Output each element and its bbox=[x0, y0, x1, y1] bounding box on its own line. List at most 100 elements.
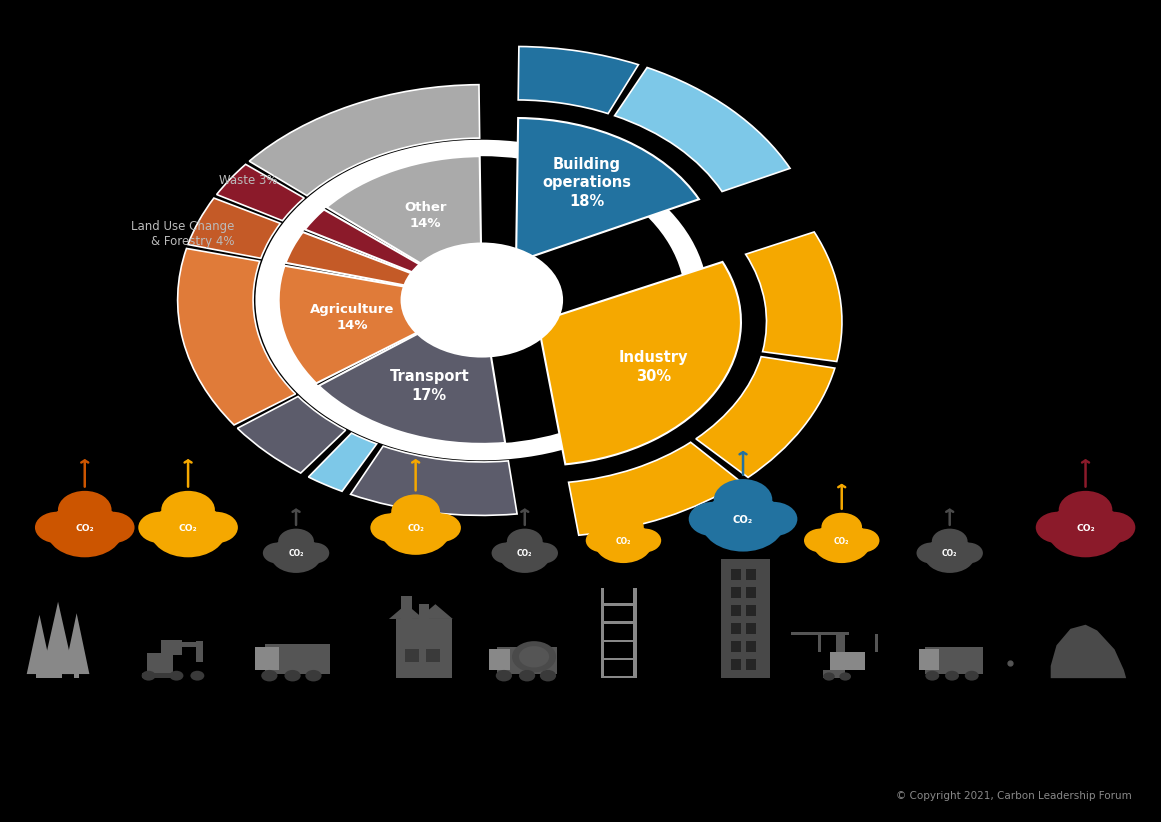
Polygon shape bbox=[389, 604, 424, 619]
Circle shape bbox=[839, 672, 851, 681]
Bar bbox=[747, 605, 757, 616]
Circle shape bbox=[965, 671, 979, 681]
Circle shape bbox=[401, 242, 563, 358]
Wedge shape bbox=[279, 266, 482, 383]
Circle shape bbox=[822, 513, 861, 542]
Circle shape bbox=[953, 543, 983, 564]
Bar bbox=[36, 672, 62, 678]
Bar bbox=[405, 649, 419, 662]
Circle shape bbox=[604, 513, 643, 542]
Wedge shape bbox=[351, 446, 517, 515]
Polygon shape bbox=[418, 604, 453, 619]
Circle shape bbox=[262, 543, 293, 564]
Circle shape bbox=[916, 543, 946, 564]
Bar bbox=[74, 672, 79, 678]
Bar bbox=[418, 604, 430, 633]
Bar bbox=[142, 673, 179, 678]
Circle shape bbox=[370, 514, 411, 542]
Circle shape bbox=[391, 494, 440, 529]
Polygon shape bbox=[64, 613, 89, 674]
Circle shape bbox=[496, 670, 512, 681]
Polygon shape bbox=[27, 615, 52, 674]
Wedge shape bbox=[250, 85, 479, 196]
Bar bbox=[601, 640, 637, 642]
Circle shape bbox=[91, 512, 135, 543]
Bar bbox=[634, 588, 637, 678]
Bar bbox=[731, 605, 741, 616]
Bar bbox=[170, 642, 197, 647]
Text: Industry
30%: Industry 30% bbox=[619, 350, 688, 384]
Circle shape bbox=[279, 529, 313, 554]
Bar bbox=[265, 644, 330, 674]
Circle shape bbox=[1047, 503, 1124, 557]
Circle shape bbox=[594, 522, 652, 563]
Bar bbox=[489, 649, 510, 670]
Circle shape bbox=[813, 522, 871, 563]
Bar bbox=[875, 634, 879, 652]
Circle shape bbox=[35, 512, 79, 543]
Wedge shape bbox=[745, 232, 842, 362]
Circle shape bbox=[823, 672, 835, 681]
Circle shape bbox=[170, 671, 183, 681]
Text: CO₂: CO₂ bbox=[1076, 524, 1095, 533]
Bar bbox=[920, 649, 939, 670]
Circle shape bbox=[627, 529, 662, 552]
Wedge shape bbox=[569, 442, 741, 535]
Circle shape bbox=[924, 537, 975, 573]
Circle shape bbox=[519, 670, 535, 681]
Circle shape bbox=[932, 529, 967, 554]
Circle shape bbox=[420, 514, 461, 542]
Bar bbox=[196, 641, 203, 662]
Bar bbox=[747, 569, 757, 580]
Text: CO₂: CO₂ bbox=[179, 524, 197, 533]
Text: Agriculture
14%: Agriculture 14% bbox=[310, 303, 395, 332]
Bar bbox=[731, 569, 741, 580]
Bar bbox=[601, 603, 637, 606]
Text: CO₂: CO₂ bbox=[615, 537, 632, 546]
Polygon shape bbox=[1051, 625, 1126, 678]
Bar bbox=[731, 623, 741, 634]
Text: Other
14%: Other 14% bbox=[404, 201, 447, 230]
Circle shape bbox=[803, 529, 838, 552]
Circle shape bbox=[845, 529, 880, 552]
Circle shape bbox=[161, 491, 215, 529]
Circle shape bbox=[190, 671, 204, 681]
Wedge shape bbox=[286, 232, 482, 300]
Polygon shape bbox=[42, 602, 74, 674]
Circle shape bbox=[925, 671, 939, 681]
Bar bbox=[747, 587, 757, 598]
Bar bbox=[791, 632, 849, 635]
Circle shape bbox=[519, 646, 549, 667]
Text: CO₂: CO₂ bbox=[75, 524, 94, 533]
Circle shape bbox=[46, 503, 123, 557]
Circle shape bbox=[1059, 491, 1112, 529]
Circle shape bbox=[688, 502, 737, 536]
Circle shape bbox=[142, 671, 156, 681]
Circle shape bbox=[701, 492, 785, 552]
Circle shape bbox=[194, 512, 238, 543]
Circle shape bbox=[491, 543, 521, 564]
Wedge shape bbox=[217, 164, 304, 220]
Circle shape bbox=[138, 512, 182, 543]
Bar bbox=[601, 658, 637, 660]
Circle shape bbox=[58, 491, 111, 529]
Text: Land Use Change
& Forestry 4%: Land Use Change & Forestry 4% bbox=[131, 219, 235, 248]
Circle shape bbox=[271, 537, 322, 573]
Circle shape bbox=[528, 543, 558, 564]
Circle shape bbox=[507, 529, 542, 554]
Bar bbox=[731, 641, 741, 652]
Wedge shape bbox=[518, 47, 639, 113]
Bar bbox=[497, 647, 557, 674]
Text: CO₂: CO₂ bbox=[942, 549, 958, 558]
Wedge shape bbox=[515, 118, 699, 262]
Circle shape bbox=[1091, 512, 1135, 543]
Circle shape bbox=[749, 502, 798, 536]
Text: CO₂: CO₂ bbox=[288, 549, 304, 558]
Bar bbox=[747, 623, 757, 634]
Bar bbox=[721, 559, 770, 678]
Bar bbox=[817, 634, 821, 652]
Bar bbox=[402, 596, 411, 629]
Circle shape bbox=[1036, 512, 1080, 543]
Circle shape bbox=[284, 670, 301, 681]
Text: CO₂: CO₂ bbox=[517, 549, 533, 558]
